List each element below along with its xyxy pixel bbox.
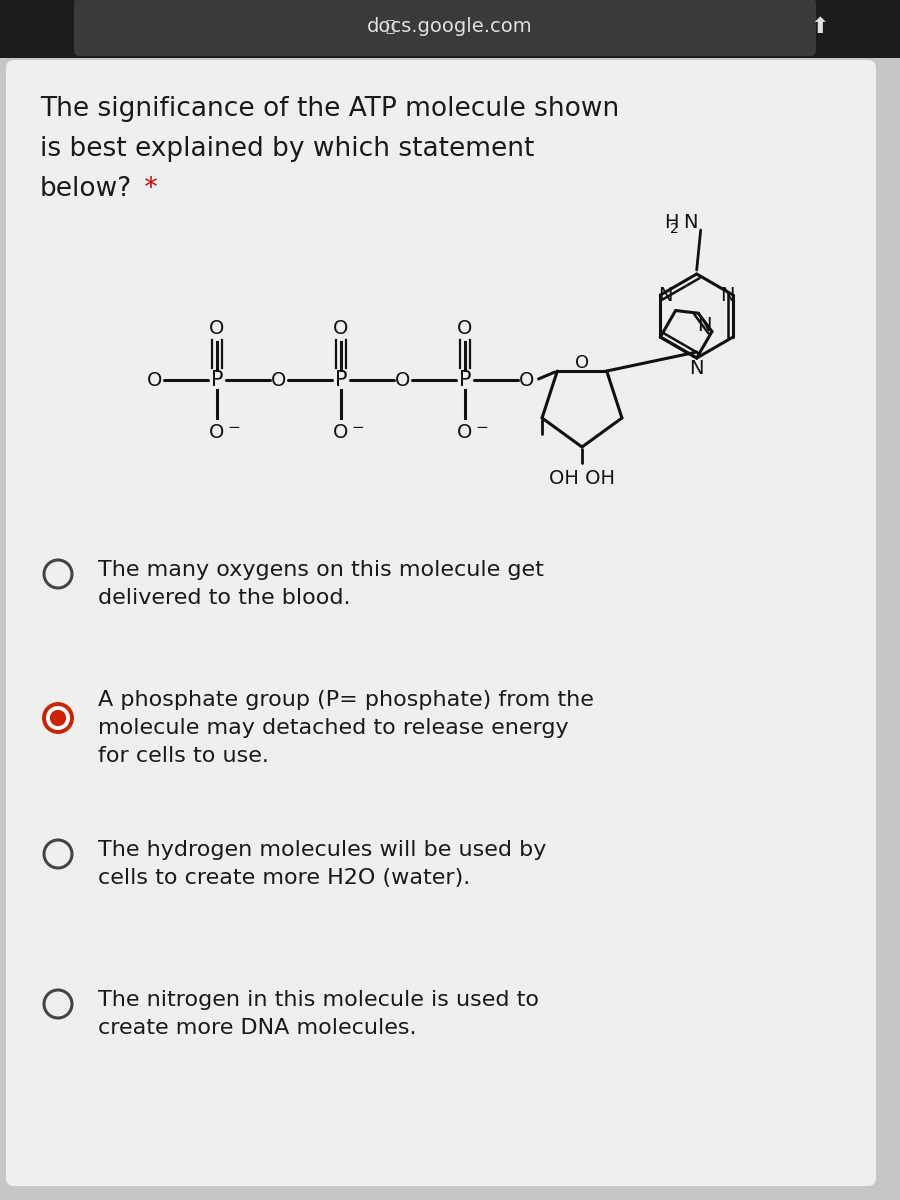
Text: The significance of the ATP molecule shown: The significance of the ATP molecule sho… — [40, 96, 619, 122]
Text: O: O — [148, 371, 163, 390]
Text: O: O — [210, 318, 225, 337]
Text: The hydrogen molecules will be used by: The hydrogen molecules will be used by — [98, 840, 546, 860]
Text: O: O — [271, 371, 287, 390]
Text: H: H — [664, 212, 679, 232]
FancyBboxPatch shape — [6, 60, 876, 1186]
Text: O: O — [457, 318, 472, 337]
Text: ⬆: ⬆ — [811, 17, 829, 37]
Text: N: N — [720, 286, 734, 305]
Text: cells to create more H2O (water).: cells to create more H2O (water). — [98, 868, 470, 888]
Text: OH OH: OH OH — [549, 469, 615, 488]
Text: −: − — [227, 420, 239, 436]
Text: The many oxygens on this molecule get: The many oxygens on this molecule get — [98, 560, 544, 580]
Text: N: N — [683, 212, 698, 232]
Circle shape — [50, 710, 66, 726]
Text: O: O — [333, 318, 348, 337]
Text: −: − — [475, 420, 488, 436]
Text: docs.google.com: docs.google.com — [367, 18, 533, 36]
Text: O: O — [333, 422, 348, 442]
Text: molecule may detached to release energy: molecule may detached to release energy — [98, 718, 569, 738]
Text: The nitrogen in this molecule is used to: The nitrogen in this molecule is used to — [98, 990, 539, 1010]
Text: O: O — [519, 371, 535, 390]
Text: 🔒: 🔒 — [385, 19, 394, 35]
Text: 2: 2 — [670, 222, 679, 236]
Text: O: O — [575, 354, 590, 372]
Text: P: P — [335, 370, 347, 390]
FancyBboxPatch shape — [74, 0, 816, 56]
Text: P: P — [459, 370, 472, 390]
Circle shape — [44, 704, 72, 732]
Text: N: N — [697, 316, 711, 335]
Text: below?: below? — [40, 176, 132, 202]
Text: create more DNA molecules.: create more DNA molecules. — [98, 1018, 417, 1038]
Text: A phosphate group (P= phosphate) from the: A phosphate group (P= phosphate) from th… — [98, 690, 594, 710]
Text: delivered to the blood.: delivered to the blood. — [98, 588, 350, 608]
Text: P: P — [211, 370, 223, 390]
Text: is best explained by which statement: is best explained by which statement — [40, 136, 535, 162]
Text: *: * — [136, 176, 158, 202]
Text: for cells to use.: for cells to use. — [98, 746, 269, 766]
Text: N: N — [658, 286, 672, 305]
Bar — [0, 0, 900, 58]
Text: O: O — [210, 422, 225, 442]
Text: O: O — [395, 371, 410, 390]
Text: N: N — [689, 359, 704, 378]
Text: O: O — [457, 422, 472, 442]
Text: −: − — [351, 420, 364, 436]
